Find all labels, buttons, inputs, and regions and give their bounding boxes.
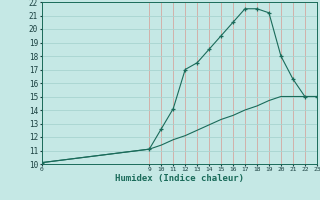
X-axis label: Humidex (Indice chaleur): Humidex (Indice chaleur) [115,174,244,183]
